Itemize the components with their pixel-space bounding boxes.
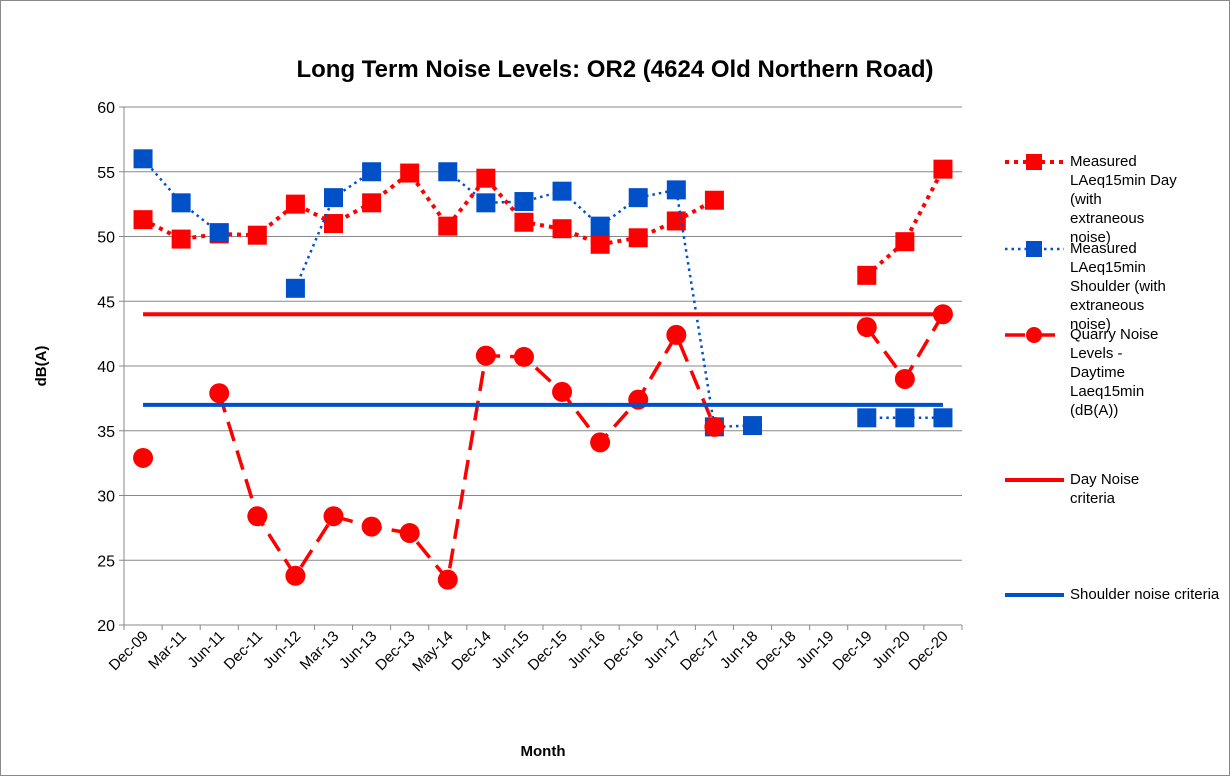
marker: [704, 190, 724, 210]
legend-marker: [1026, 154, 1042, 170]
marker: [437, 569, 458, 590]
legend-marker-shape: [1026, 154, 1042, 170]
marker: [247, 225, 267, 245]
legend-marker-shape: [1026, 241, 1042, 257]
marker: [552, 219, 572, 239]
marker: [285, 565, 306, 586]
marker: [513, 346, 534, 367]
x-axis-label: Month: [521, 743, 566, 760]
marker: [324, 188, 343, 208]
marker: [475, 345, 496, 366]
marker: [362, 162, 382, 182]
chart-title: Long Term Noise Levels: OR2 (4624 Old No…: [296, 56, 933, 83]
legend-label: Measured LAeq15min Shoulder (with extran…: [1070, 240, 1166, 333]
marker: [133, 210, 153, 230]
y-axis-label: dB(A): [33, 346, 50, 387]
y-tick-label: 20: [97, 618, 115, 635]
marker: [895, 408, 915, 428]
legend-marker: [1026, 327, 1042, 343]
marker: [324, 214, 343, 234]
marker: [933, 159, 953, 179]
y-tick-label: 25: [97, 553, 115, 570]
legend-label: Day Noise criteria: [1070, 471, 1140, 507]
legend-label: Measured LAeq15min Day (with extraneous …: [1070, 153, 1177, 246]
marker: [438, 216, 458, 236]
series-line: [142, 168, 945, 277]
marker: [171, 193, 191, 213]
marker: [514, 212, 534, 232]
marker: [133, 447, 154, 468]
marker: [476, 168, 496, 188]
marker: [400, 163, 420, 183]
marker: [590, 216, 610, 236]
marker: [628, 188, 648, 208]
marker: [590, 432, 611, 453]
marker: [209, 223, 229, 243]
marker: [666, 324, 687, 345]
marker: [856, 317, 877, 338]
y-tick-label: 45: [97, 294, 115, 311]
marker: [743, 416, 762, 436]
marker: [323, 506, 344, 527]
marker: [666, 180, 686, 200]
marker: [704, 416, 725, 437]
marker: [857, 265, 877, 285]
marker: [894, 368, 915, 389]
marker: [476, 193, 496, 213]
y-tick-label: 35: [97, 424, 115, 441]
legend-marker-shape: [1026, 327, 1042, 343]
marker: [857, 408, 877, 428]
marker: [552, 381, 573, 402]
y-tick-label: 40: [97, 359, 115, 376]
marker: [285, 194, 305, 214]
legend-label: Shoulder noise criteria: [1070, 586, 1220, 603]
marker: [133, 149, 153, 169]
marker: [933, 408, 953, 428]
marker: [171, 229, 191, 249]
marker: [209, 383, 230, 404]
marker: [361, 516, 382, 537]
legend-label: Quarry Noise Levels - Daytime Laeq15min …: [1070, 326, 1159, 419]
marker: [666, 211, 686, 231]
marker: [438, 162, 458, 182]
y-tick-label: 60: [97, 100, 115, 117]
marker: [362, 193, 382, 213]
y-tick-label: 55: [97, 165, 115, 182]
marker: [895, 232, 915, 252]
marker: [285, 278, 305, 298]
marker: [590, 234, 610, 254]
y-tick-label: 30: [97, 489, 115, 506]
marker: [514, 192, 534, 212]
marker: [399, 523, 420, 544]
y-tick-label: 50: [97, 230, 115, 247]
legend-marker: [1026, 241, 1042, 257]
marker: [628, 228, 648, 248]
marker: [247, 506, 268, 527]
marker: [552, 181, 572, 201]
